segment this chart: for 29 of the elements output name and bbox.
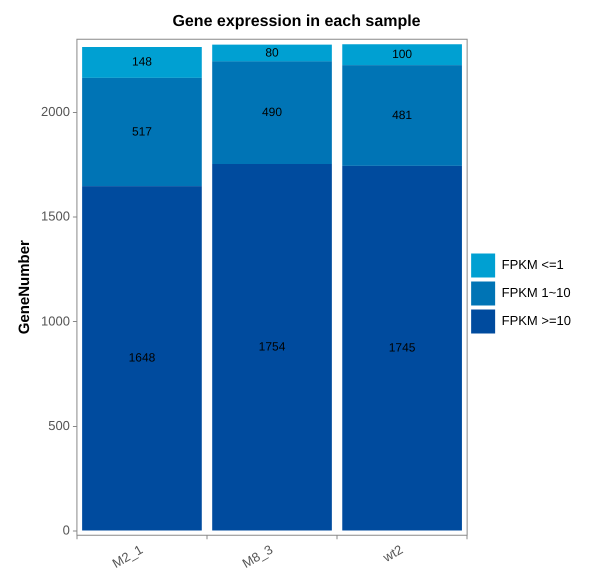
x-tick-label: wt2 [379, 542, 406, 566]
data-label: 517 [132, 124, 152, 138]
data-label: 1754 [258, 340, 286, 354]
data-label: 1745 [388, 340, 416, 354]
legend-label: FPKM <=1 [502, 257, 564, 272]
bar [342, 166, 462, 531]
data-label: 1648 [128, 350, 156, 365]
y-tick-label: 2000 [41, 104, 70, 120]
bar [82, 46, 202, 78]
data-label: 481 [392, 108, 412, 122]
y-tick-label: 1000 [41, 313, 70, 328]
data-label: 80 [265, 45, 280, 60]
legend-label: FPKM 1~10 [502, 285, 571, 300]
bar [212, 164, 332, 531]
data-label: 148 [132, 54, 152, 69]
bar [212, 61, 332, 164]
bar [212, 44, 332, 62]
y-tick-label: 500 [48, 418, 70, 433]
chart-title: Gene expression in each sample [172, 13, 421, 30]
bar [82, 78, 202, 186]
bar [342, 44, 462, 66]
y-axis-title: GeneNumber [16, 240, 34, 334]
bar [342, 65, 462, 166]
legend-label: FPKM >=10 [502, 313, 572, 328]
data-label: 100 [392, 47, 412, 61]
bar [82, 186, 202, 531]
y-tick-label: 1500 [41, 208, 70, 224]
data-label: 490 [262, 104, 282, 119]
y-tick-label: 0 [62, 522, 70, 538]
